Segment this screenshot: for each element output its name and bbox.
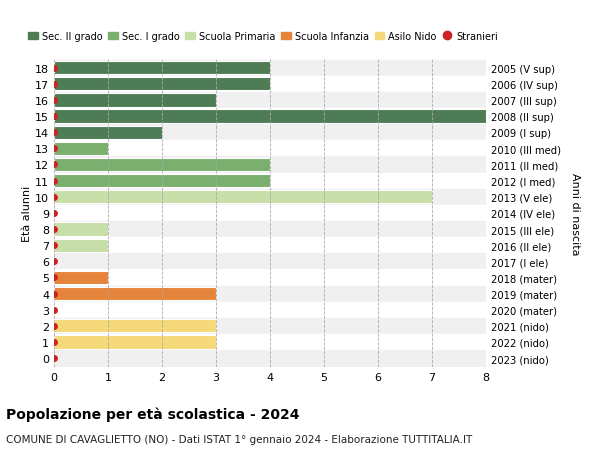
- Bar: [54, 157, 486, 173]
- Bar: [54, 62, 270, 75]
- Y-axis label: Età alunni: Età alunni: [22, 185, 32, 241]
- Bar: [54, 270, 486, 286]
- Bar: [54, 93, 486, 109]
- Bar: [54, 318, 486, 334]
- Bar: [54, 109, 486, 125]
- Bar: [54, 77, 486, 93]
- Text: Popolazione per età scolastica - 2024: Popolazione per età scolastica - 2024: [6, 406, 299, 421]
- Bar: [54, 286, 486, 302]
- Bar: [54, 173, 486, 189]
- Bar: [54, 191, 432, 204]
- Legend: Sec. II grado, Sec. I grado, Scuola Primaria, Scuola Infanzia, Asilo Nido, Stran: Sec. II grado, Sec. I grado, Scuola Prim…: [25, 28, 502, 45]
- Bar: [54, 94, 216, 107]
- Bar: [54, 271, 108, 285]
- Bar: [54, 238, 486, 254]
- Bar: [54, 110, 486, 123]
- Bar: [54, 141, 486, 157]
- Bar: [54, 239, 108, 252]
- Bar: [54, 174, 270, 188]
- Bar: [54, 334, 486, 350]
- Bar: [54, 158, 270, 172]
- Bar: [54, 287, 216, 301]
- Bar: [54, 126, 162, 140]
- Bar: [54, 142, 108, 156]
- Bar: [54, 319, 216, 333]
- Bar: [54, 125, 486, 141]
- Bar: [54, 78, 270, 91]
- Bar: [54, 61, 486, 77]
- Text: COMUNE DI CAVAGLIETTO (NO) - Dati ISTAT 1° gennaio 2024 - Elaborazione TUTTITALI: COMUNE DI CAVAGLIETTO (NO) - Dati ISTAT …: [6, 434, 472, 444]
- Y-axis label: Anni di nascita: Anni di nascita: [571, 172, 580, 255]
- Bar: [54, 205, 486, 222]
- Bar: [54, 254, 486, 270]
- Bar: [54, 222, 486, 238]
- Bar: [54, 350, 486, 366]
- Bar: [54, 223, 108, 236]
- Bar: [54, 189, 486, 205]
- Bar: [54, 302, 486, 318]
- Bar: [54, 336, 216, 349]
